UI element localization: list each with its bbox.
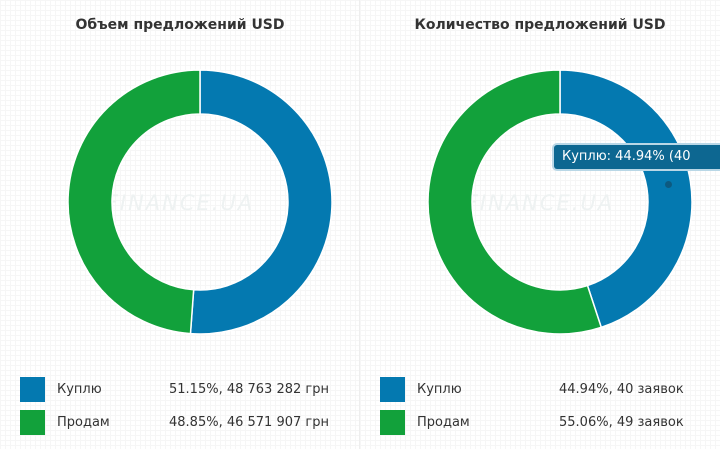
- watermark-logo: FINANCE.UA: [105, 191, 255, 215]
- watermark-logo: FINANCE.UA: [465, 191, 615, 215]
- donut-slice-buy[interactable]: [189, 69, 333, 335]
- tooltip-anchor-dot: [665, 181, 672, 188]
- legend-value: 48.85%, 46 571 907 грн: [169, 414, 329, 430]
- legend-value: 51.15%, 48 763 282 грн: [169, 381, 329, 397]
- legend-item-sell[interactable]: Продам 55.06%, 49 заявок: [380, 408, 684, 436]
- legend-item-buy[interactable]: Куплю 44.94%, 40 заявок: [380, 375, 684, 403]
- legend-value: 44.94%, 40 заявок: [559, 381, 684, 397]
- chart-title-volume: Объем предложений USD: [75, 17, 285, 33]
- donut-chart-volume: [67, 69, 333, 335]
- legend-value: 55.06%, 49 заявок: [559, 414, 684, 430]
- legend-item-sell[interactable]: Продам 48.85%, 46 571 907 грн: [20, 408, 329, 436]
- legend-swatch-sell: [20, 409, 45, 435]
- legend-swatch-buy: [20, 376, 45, 402]
- donut-slice-sell[interactable]: [67, 69, 201, 335]
- legend-label: Продам: [417, 414, 470, 430]
- legend-swatch-sell: [380, 409, 405, 435]
- chart-panel-left: Объем предложений USD FINANCE.UA Куплю 5…: [0, 0, 360, 449]
- legend-label: Куплю: [57, 381, 102, 397]
- chart-title-count: Количество предложений USD: [414, 17, 666, 33]
- chart-panel-right: Количество предложений USD FINANCE.UA Ку…: [360, 0, 720, 449]
- legend-label: Куплю: [417, 381, 462, 397]
- legend-label: Продам: [57, 414, 110, 430]
- chart-tooltip: Куплю: 44.94% (40: [552, 143, 720, 171]
- legend-swatch-buy: [380, 376, 405, 402]
- panel-divider: [359, 0, 360, 449]
- legend-item-buy[interactable]: Куплю 51.15%, 48 763 282 грн: [20, 375, 329, 403]
- donut-chart-count: [427, 69, 693, 335]
- donut-slice-sell[interactable]: [427, 69, 603, 335]
